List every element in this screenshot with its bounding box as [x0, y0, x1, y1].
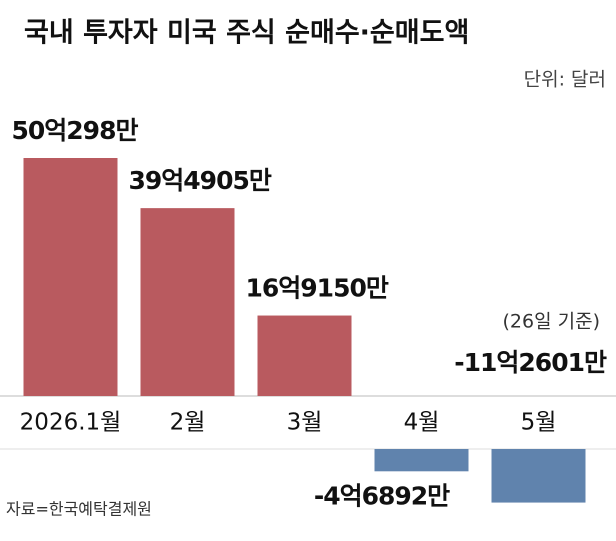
bar [257, 315, 352, 396]
bar [23, 158, 118, 396]
source: 자료=한국예탁결제원 [6, 500, 152, 519]
x-tick-label: 3월 [287, 410, 323, 436]
x-tick-label: 4월 [404, 410, 440, 436]
value-label: 16억9150만 [246, 274, 389, 303]
bar [140, 208, 235, 396]
unit-label: 단위: 달러 [524, 69, 606, 91]
value-label: 50억298만 [12, 116, 139, 145]
value-label: -11억2601만 [454, 348, 607, 377]
x-tick-label: 2월 [170, 410, 206, 436]
value-label: 39억4905만 [129, 166, 272, 195]
value-label: -4억6892만 [314, 481, 450, 510]
annotation: (26일 기준) [503, 311, 600, 333]
bar [491, 449, 586, 503]
x-tick-label: 2026.1월 [20, 410, 122, 436]
x-tick-label: 5월 [521, 410, 557, 436]
bar [374, 449, 469, 472]
chart-title: 국내 투자자 미국 주식 순매수·순매도액 [24, 18, 469, 49]
